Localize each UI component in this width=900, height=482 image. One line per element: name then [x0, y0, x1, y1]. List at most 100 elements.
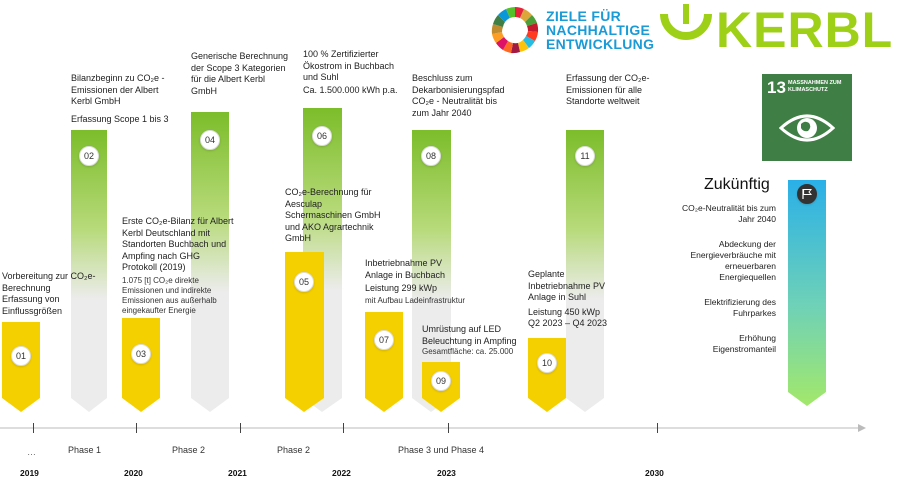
flag-badge	[797, 184, 817, 204]
milestone-line: Kerbl Deutschland mit	[122, 227, 211, 238]
milestone-line: Umrüstung auf LED	[422, 324, 502, 334]
future-title: Zukünftig	[704, 176, 770, 193]
milestone-line: Erste CO₂e-Bilanz für Albert	[122, 216, 234, 226]
milestone-line: Generische Berechnung	[191, 51, 289, 61]
sdg-logo: ZIELE FÜR NACHHALTIGE ENTWICKLUNG	[490, 5, 654, 57]
milestone-text-07: Inbetriebnahme PV Anlage in Buchbach Lei…	[365, 258, 495, 306]
milestone-line: Erfassung der CO₂e-	[566, 73, 650, 83]
sdg-text-line: NACHHALTIGE	[546, 22, 651, 38]
milestone-subline: mit Aufbau Ladeinfrastruktur	[365, 295, 466, 305]
milestone-badge-11: 11	[575, 146, 595, 166]
timeline-tick	[657, 423, 658, 433]
milestone-subline: 1.075 [t] CO₂e direkte	[122, 275, 199, 285]
milestone-line: zum Jahr 2040	[412, 107, 472, 118]
milestone-line: Schermaschinen GmbH	[285, 210, 381, 220]
milestone-text-03: Erste CO₂e-Bilanz für Albert Kerbl Deuts…	[122, 216, 262, 316]
milestone-line: Protokoll (2019)	[122, 262, 186, 272]
sdg13-title-line: KLIMASCHUTZ	[788, 87, 828, 93]
timeline-tick	[343, 423, 344, 433]
timeline-tick	[136, 423, 137, 433]
future-item: CO₂e-Neutralität bis zum Jahr 2040	[640, 203, 776, 225]
sdg-text-line: ENTWICKLUNG	[546, 36, 655, 52]
milestone-line: Q2 2023 – Q4 2023	[528, 318, 608, 328]
kerbl-logo: KERBL	[658, 4, 898, 60]
bar-07	[365, 312, 403, 412]
future-item-line: Energieverbräuche mit	[690, 250, 776, 260]
sdg-text-line: ZIELE FÜR	[546, 8, 622, 24]
future-item-line: Abdeckung der	[718, 239, 776, 249]
milestone-line: Ampfing nach GHG	[122, 250, 201, 261]
milestone-subline: Emissionen und indirekte	[122, 285, 212, 295]
year-label: 2030	[645, 468, 664, 478]
milestone-badge-05: 05	[294, 272, 314, 292]
phase-label: Phase 2	[172, 445, 206, 455]
sdg-logo-text: ZIELE FÜR NACHHALTIGE ENTWICKLUNG	[546, 9, 654, 51]
bar-04	[191, 112, 229, 412]
bar-01	[2, 322, 40, 412]
future-item-line: Elektrifizierung des	[704, 297, 776, 307]
kerbl-wordmark: KERBL	[716, 2, 894, 58]
future-item: Elektrifizierung des Fuhrparkes	[640, 297, 776, 319]
milestone-text-05: CO₂e-Berechnung für Aesculap Schermaschi…	[285, 187, 395, 245]
future-item-line: Eigenstromanteil	[712, 344, 776, 354]
milestone-line: Ca. 1.500.000 kWh p.a.	[303, 84, 398, 95]
sdg13-number: 13	[767, 78, 786, 97]
milestone-line: GmbH	[191, 85, 218, 96]
milestone-line: der Scope 3 Kategorien	[191, 62, 286, 73]
future-item-line: Jahr 2040	[738, 214, 776, 224]
milestone-line: Leistung 299 kWp	[365, 283, 438, 293]
sdg13-title: MASSNAHMEN ZUM KLIMASCHUTZ	[788, 80, 841, 94]
milestone-line: Anlage in Suhl	[528, 292, 587, 302]
bar-03	[122, 318, 160, 412]
milestone-badge-01: 01	[11, 346, 31, 366]
future-item-line: Energiequellen	[719, 272, 776, 282]
bar-08	[412, 130, 451, 412]
milestone-line: Berechnung	[2, 282, 51, 293]
milestone-line: Erfassung von	[2, 294, 60, 304]
milestone-line: Beschluss zum	[412, 73, 473, 83]
year-label: 2020	[124, 468, 143, 478]
milestone-line: Inbetriebnahme PV	[365, 258, 443, 268]
future-list: CO₂e-Neutralität bis zum Jahr 2040 Abdec…	[640, 203, 776, 355]
timeline-arrowhead	[858, 424, 866, 432]
milestone-text-10: Geplante Inbetriebnahme PV Anlage in Suh…	[528, 269, 638, 330]
milestone-line: Leistung 450 kWp	[528, 306, 601, 317]
milestone-badge-10: 10	[537, 353, 557, 373]
milestone-line: Standorte weltweit	[566, 96, 640, 106]
milestone-line: Emissionen der Albert	[71, 84, 159, 95]
milestone-subtext: 1.075 [t] CO₂e direkte Emissionen und in…	[122, 276, 262, 316]
bar-11	[566, 130, 604, 412]
milestone-line: Kerbl GmbH	[71, 96, 121, 106]
milestone-line: Inbetriebnahme PV	[528, 280, 606, 291]
milestone-line: 100 % Zertifizierter	[303, 49, 379, 59]
milestone-line: und Suhl	[303, 72, 339, 82]
milestone-line: CO₂e - Neutralität bis	[412, 96, 498, 106]
milestone-badge-03: 03	[131, 344, 151, 364]
kerbl-mark-icon	[660, 4, 712, 40]
milestone-subline: eingekaufter Energie	[122, 305, 196, 315]
future-item: Erhöhung Eigenstromanteil	[640, 333, 776, 355]
milestone-line: Geplante	[528, 269, 565, 279]
sdg-wheel-icon	[491, 7, 539, 54]
milestone-line: Aesculap	[285, 198, 323, 209]
milestone-line: Beleuchtung in Ampfing	[422, 335, 517, 346]
year-label: 2023	[437, 468, 456, 478]
milestone-text-01: Vorbereitung zur CO₂e- Berechnung Erfass…	[2, 271, 112, 317]
milestone-line: und AKO Agrartechnik	[285, 221, 374, 232]
flag-icon	[802, 189, 813, 199]
milestone-badge-06: 06	[312, 126, 332, 146]
future-item-line: Erhöhung	[739, 333, 776, 343]
milestone-line: Einflussgrößen	[2, 305, 63, 316]
milestone-line: Ökostrom in Buchbach	[303, 60, 395, 71]
milestone-line: Bilanzbeginn zu CO₂e -	[71, 73, 165, 83]
milestone-badge-02: 02	[79, 146, 99, 166]
phase-label: Phase 3 und Phase 4	[398, 445, 485, 455]
milestone-line: für die Albert Kerbl	[191, 74, 266, 84]
milestone-line: CO₂e-Berechnung für	[285, 187, 372, 197]
timeline-tick	[448, 423, 449, 433]
milestone-badge-08: 08	[421, 146, 441, 166]
milestone-text-02: Bilanzbeginn zu CO₂e - Emissionen der Al…	[71, 73, 191, 125]
year-label: 2019	[20, 468, 39, 478]
year-label: 2021	[228, 468, 247, 478]
